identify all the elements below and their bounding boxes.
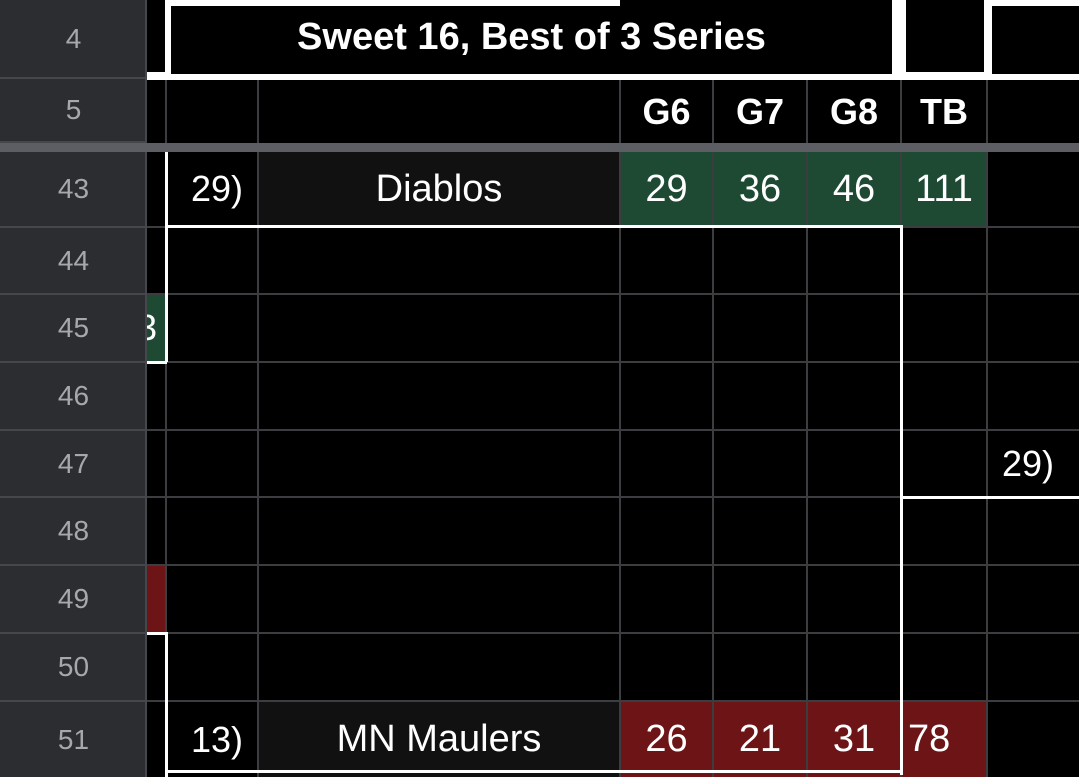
- team-name-bottom[interactable]: MN Maulers: [259, 702, 619, 777]
- header-g6[interactable]: G6: [642, 90, 691, 132]
- row-header-50[interactable]: 50: [0, 634, 147, 702]
- row-header-44[interactable]: 44: [0, 228, 147, 295]
- row-header-column: [0, 0, 147, 777]
- row-header-48[interactable]: 48: [0, 498, 147, 566]
- round-title[interactable]: Sweet 16, Best of 3 Series: [165, 0, 898, 80]
- row-header-45[interactable]: 45: [0, 295, 147, 363]
- row-header-51[interactable]: 51: [57, 723, 90, 755]
- row-header-49[interactable]: 49: [0, 566, 147, 634]
- bracket-line: [167, 225, 902, 228]
- bracket-line: [167, 770, 902, 773]
- row-header-5[interactable]: 5: [0, 79, 147, 143]
- score-g6-bottom[interactable]: 26: [621, 702, 712, 777]
- bracket-line: [165, 152, 168, 228]
- header-g7[interactable]: G7: [735, 90, 785, 132]
- next-round-seed[interactable]: 29): [1002, 442, 1055, 484]
- grid-line: [257, 0, 259, 777]
- grid-line: [147, 293, 1079, 295]
- frozen-rows-divider[interactable]: [0, 143, 1079, 152]
- score-g8-top[interactable]: 46: [808, 152, 900, 226]
- header-tb[interactable]: TB: [920, 90, 968, 132]
- prev-round-loser-cell[interactable]: [147, 566, 165, 632]
- row-header-46[interactable]: 46: [0, 363, 147, 431]
- seed-cell-top[interactable]: 29): [190, 168, 243, 209]
- grid-line: [147, 361, 1079, 363]
- score-g7-bottom[interactable]: 21: [714, 702, 806, 777]
- row-header-divider: [145, 0, 147, 777]
- bracket-line: [147, 361, 167, 364]
- title-top-border: [165, 0, 620, 6]
- grid-line: [147, 700, 1079, 702]
- bracket-line: [147, 632, 167, 635]
- title-border: [898, 0, 906, 80]
- header-g8[interactable]: G8: [829, 90, 879, 132]
- grid-line: [147, 564, 1079, 566]
- prev-round-winner-score: 3: [147, 307, 158, 348]
- grid-line: [806, 0, 808, 777]
- row-header-4[interactable]: 4: [0, 0, 147, 79]
- score-g7-top[interactable]: 36: [714, 152, 806, 226]
- bracket-line: [165, 226, 168, 362]
- grid-line: [619, 0, 621, 777]
- grid-line: [147, 429, 1079, 431]
- grid-line: [712, 0, 714, 777]
- next-round-title-cell[interactable]: [984, 0, 1079, 80]
- bracket-line: [900, 496, 1079, 499]
- team-name-top[interactable]: Diablos: [259, 152, 619, 226]
- score-g8-bottom[interactable]: 31: [808, 702, 900, 777]
- seed-cell-bottom[interactable]: 13): [190, 718, 243, 760]
- score-g6-top[interactable]: 29: [621, 152, 712, 226]
- prev-round-winner-cell[interactable]: 3: [147, 295, 165, 361]
- score-tb-bottom[interactable]: 78: [902, 702, 986, 777]
- grid-line: [147, 632, 1079, 634]
- bracket-line: [165, 632, 168, 777]
- round-title-text: Sweet 16, Best of 3 Series: [297, 15, 766, 58]
- bracket-line: [900, 225, 903, 775]
- row-header-47[interactable]: 47: [0, 431, 147, 498]
- grid-line: [165, 0, 167, 777]
- grid-line: [147, 496, 1079, 498]
- row-header-43[interactable]: 43: [0, 152, 147, 228]
- score-tb-top[interactable]: 111: [902, 152, 986, 226]
- grid-line: [986, 0, 988, 777]
